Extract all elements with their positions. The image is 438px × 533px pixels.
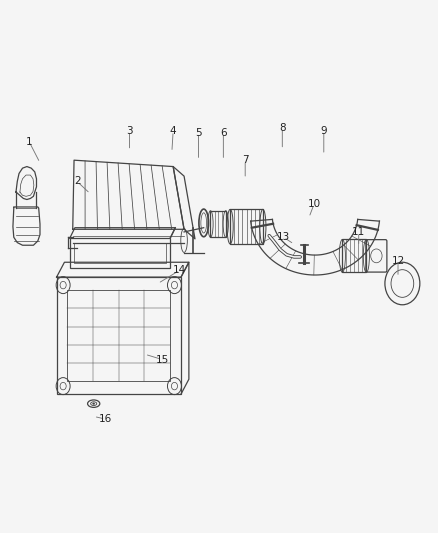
Text: 12: 12 xyxy=(392,256,405,266)
Ellipse shape xyxy=(92,403,95,405)
Text: 14: 14 xyxy=(173,265,186,275)
Text: 11: 11 xyxy=(352,227,365,237)
Bar xyxy=(57,277,181,394)
Text: 15: 15 xyxy=(155,354,169,365)
Text: 9: 9 xyxy=(321,126,327,136)
Text: 3: 3 xyxy=(126,126,133,136)
Text: 6: 6 xyxy=(220,127,227,138)
Text: 4: 4 xyxy=(170,126,177,136)
Text: 5: 5 xyxy=(195,127,202,138)
Bar xyxy=(230,209,263,244)
Text: 10: 10 xyxy=(307,199,321,209)
Text: 7: 7 xyxy=(242,155,248,165)
Bar xyxy=(67,290,170,381)
Text: 16: 16 xyxy=(99,414,112,424)
Text: 2: 2 xyxy=(74,176,81,187)
Bar xyxy=(74,243,166,263)
Bar xyxy=(343,239,366,272)
Text: 13: 13 xyxy=(277,232,290,243)
Bar xyxy=(70,238,170,268)
Text: 1: 1 xyxy=(26,136,32,147)
Text: 8: 8 xyxy=(279,123,286,133)
Bar xyxy=(211,211,226,237)
